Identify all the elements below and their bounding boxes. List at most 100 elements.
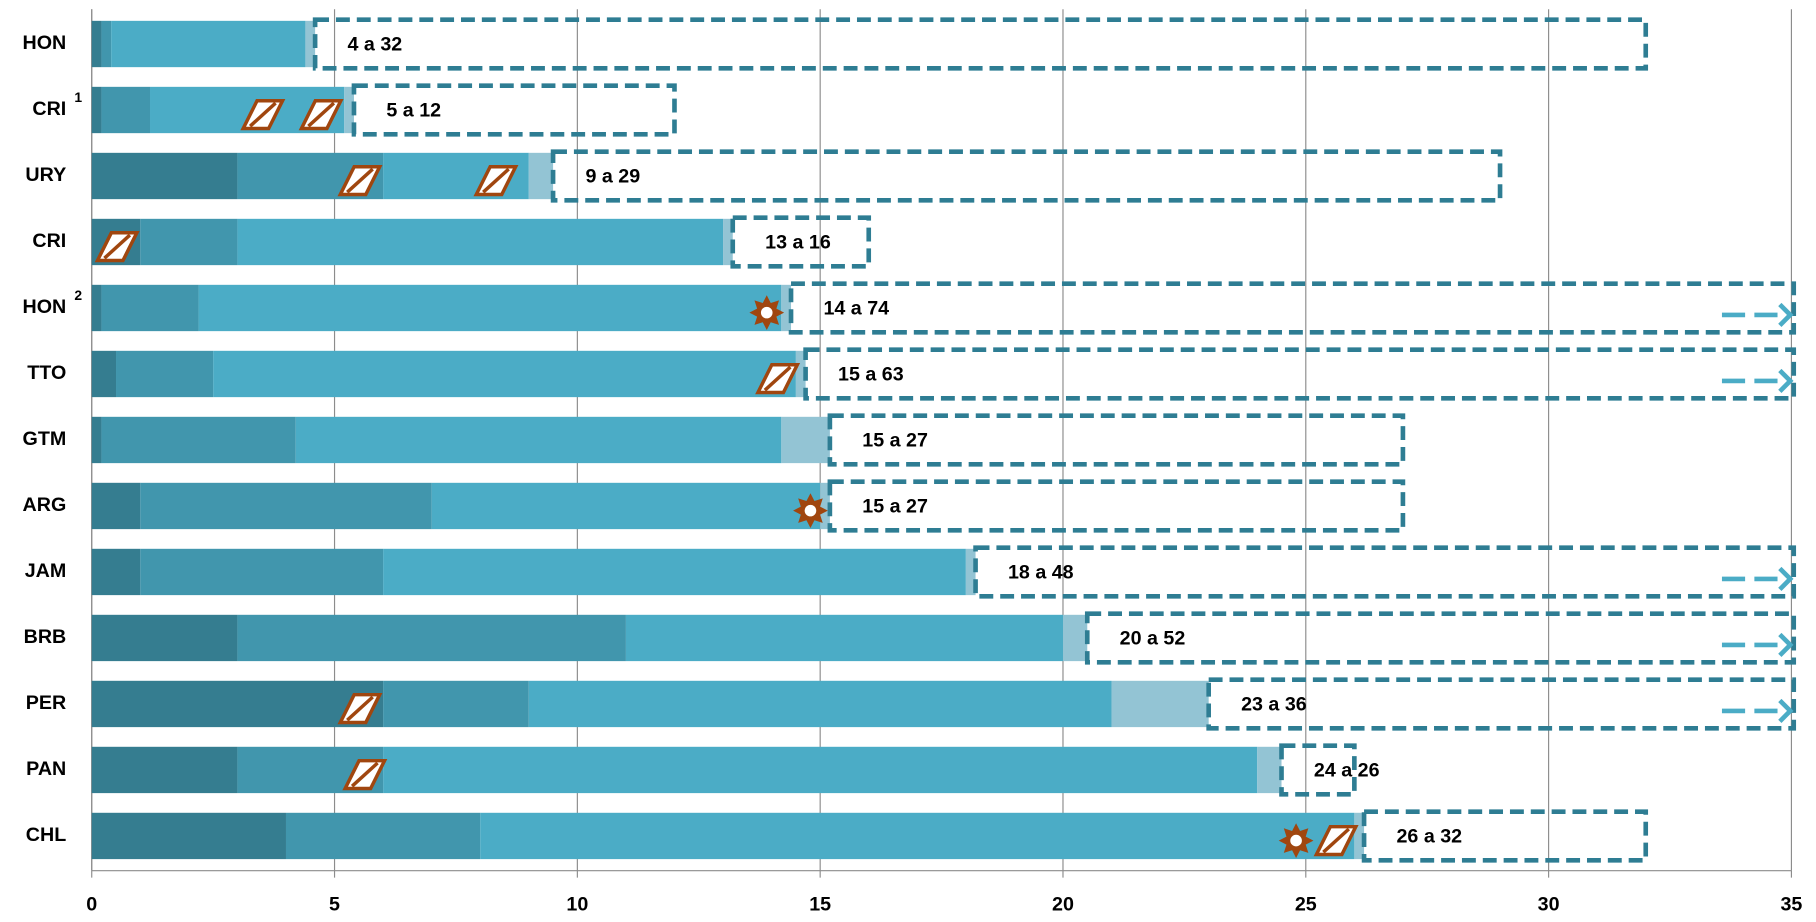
bar-segment xyxy=(101,416,296,464)
bar-segment xyxy=(383,548,966,596)
range-label: 13 a 16 xyxy=(765,231,831,253)
overflow-arrow xyxy=(1778,566,1794,591)
bar-segment xyxy=(1354,812,1365,860)
bar-segment xyxy=(383,680,529,728)
bar-segment xyxy=(781,416,830,464)
bar-segment xyxy=(795,350,806,398)
range-box xyxy=(973,545,1797,599)
range-label: 20 a 52 xyxy=(1120,627,1186,649)
range-label: 18 a 48 xyxy=(1008,561,1074,583)
bar-segment xyxy=(91,86,102,134)
range-box xyxy=(1361,809,1649,863)
slash-stroke xyxy=(350,761,379,788)
overflow-arrow xyxy=(1778,632,1794,657)
bar-segment xyxy=(91,812,286,860)
range-label: 15 a 27 xyxy=(862,429,928,451)
bar-segment xyxy=(91,416,102,464)
bar-segment xyxy=(111,20,306,68)
bar-segment xyxy=(723,218,733,266)
bar-segment xyxy=(344,86,354,134)
bar-segment xyxy=(116,350,214,398)
category-label: CRI xyxy=(32,98,66,120)
bar-segment xyxy=(140,482,432,530)
bar-segment xyxy=(91,152,238,200)
bar-segment xyxy=(213,350,796,398)
bar-segment xyxy=(237,218,724,266)
range-label: 14 a 74 xyxy=(823,297,889,319)
slash-stroke xyxy=(248,101,277,128)
x-tick-label: 5 xyxy=(329,894,340,916)
x-tick-label: 20 xyxy=(1052,894,1074,916)
slash-stroke xyxy=(103,233,132,260)
bar-segment xyxy=(101,284,199,332)
slash-stroke xyxy=(346,695,374,722)
bar-segment xyxy=(91,482,141,530)
range-box xyxy=(788,281,1797,335)
bar-segment xyxy=(91,350,117,398)
range-box xyxy=(1279,743,1357,797)
category-label: ARG xyxy=(23,494,67,516)
bar-segment xyxy=(295,416,782,464)
category-label: TTO xyxy=(27,362,66,384)
bar-segment xyxy=(781,284,792,332)
category-label: GTM xyxy=(23,428,67,450)
range-label: 5 a 12 xyxy=(386,99,441,121)
bar-segment xyxy=(140,218,238,266)
slash-stroke xyxy=(1322,827,1350,854)
bar-segment xyxy=(528,680,1112,728)
category-label: CRI xyxy=(32,230,66,252)
range-box xyxy=(827,413,1406,467)
x-tick-label: 25 xyxy=(1295,894,1317,916)
overflow-arrow xyxy=(1778,698,1794,723)
bar-segment xyxy=(198,284,782,332)
slash-stroke xyxy=(763,365,792,392)
slash-stroke xyxy=(346,167,374,194)
category-label: PAN xyxy=(26,758,66,780)
bar-segment xyxy=(625,614,1063,662)
category-label: PER xyxy=(26,692,66,714)
category-label: BRB xyxy=(24,626,67,648)
category-label: URY xyxy=(25,164,66,186)
range-box xyxy=(312,17,1649,71)
range-label: 15 a 63 xyxy=(838,363,904,385)
slash-stroke xyxy=(307,101,336,128)
bar-segment xyxy=(965,548,976,596)
range-box xyxy=(1084,611,1797,665)
x-tick-label: 35 xyxy=(1780,894,1802,916)
bar-segment xyxy=(91,614,238,662)
range-box xyxy=(827,479,1406,533)
x-tick-label: 15 xyxy=(809,894,831,916)
range-label: 23 a 36 xyxy=(1241,693,1307,715)
bar-segment xyxy=(101,20,112,68)
category-label: JAM xyxy=(25,560,67,582)
bar-segment xyxy=(140,548,384,596)
bar-segment xyxy=(237,614,626,662)
range-label: 15 a 27 xyxy=(862,495,928,517)
bar-segment xyxy=(91,20,102,68)
gear-hole xyxy=(804,504,817,517)
bar-segment xyxy=(431,482,821,530)
bar-segment xyxy=(285,812,481,860)
gear-hole xyxy=(1290,834,1302,847)
range-label: 24 a 26 xyxy=(1314,759,1380,781)
overflow-arrow xyxy=(1778,302,1794,327)
category-note: 2 xyxy=(74,287,82,303)
range-box xyxy=(1206,677,1797,731)
bar-segment xyxy=(1062,614,1088,662)
x-tick-label: 10 xyxy=(566,894,588,916)
x-tick-label: 0 xyxy=(86,894,97,916)
category-note: 1 xyxy=(74,89,82,105)
bar-segment xyxy=(820,482,830,530)
bar-segment xyxy=(305,20,316,68)
gear-hole xyxy=(760,306,773,319)
range-box xyxy=(730,215,872,269)
bar-segment xyxy=(1111,680,1209,728)
bar-segment xyxy=(101,86,151,134)
bar-segment xyxy=(480,812,1355,860)
range-label: 26 a 32 xyxy=(1396,825,1462,847)
bar-segment xyxy=(1257,746,1282,794)
bar-segment xyxy=(91,284,102,332)
range-box xyxy=(550,149,1503,203)
bar-segment xyxy=(91,746,238,794)
